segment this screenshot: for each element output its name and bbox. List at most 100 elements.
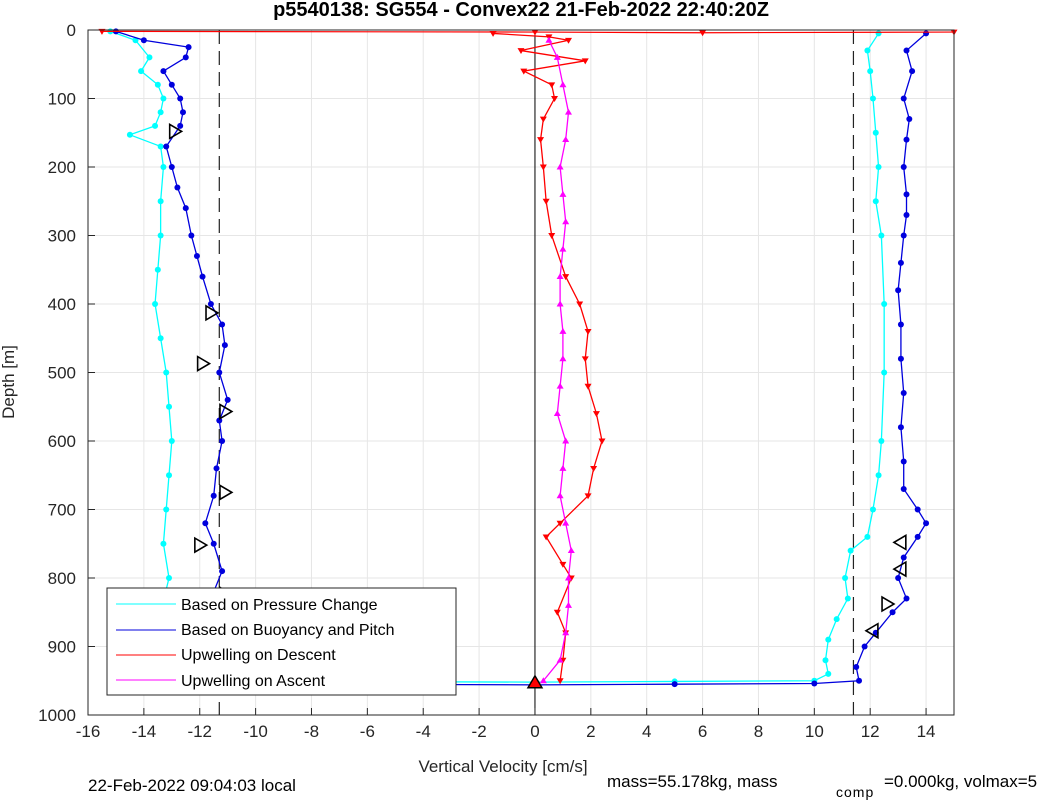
y-axis-label: Depth [m] (0, 345, 18, 419)
data-point (160, 540, 167, 547)
apogee-marker (892, 533, 907, 551)
x-tick-label: 4 (642, 722, 651, 741)
data-point (909, 68, 916, 75)
data-point (168, 438, 175, 444)
data-point (889, 609, 896, 616)
data-point (584, 383, 592, 390)
data-point (861, 643, 868, 650)
data-point (923, 30, 930, 37)
data-point (559, 245, 567, 252)
data-point (152, 122, 159, 129)
series-line (493, 32, 603, 681)
data-point (867, 68, 874, 75)
data-point (900, 485, 907, 492)
data-point (559, 190, 567, 197)
data-point (221, 342, 228, 349)
data-point (177, 122, 184, 129)
data-point (562, 519, 570, 526)
data-point (517, 48, 525, 55)
data-point (869, 506, 876, 513)
data-point (562, 437, 570, 444)
apogee-marker (864, 622, 879, 640)
data-point (152, 301, 159, 307)
surface-marker (699, 30, 707, 37)
data-point (213, 465, 220, 472)
legend-label-buoyancy: Based on Buoyancy and Pitch (181, 622, 394, 639)
legend-label-ascent: Upwelling on Ascent (181, 673, 326, 690)
data-point (881, 301, 888, 307)
data-point (581, 58, 589, 65)
apogee-marker (892, 560, 907, 578)
data-point (160, 68, 167, 75)
data-point (900, 458, 907, 465)
data-point (556, 300, 564, 307)
data-point (168, 81, 175, 88)
data-point (556, 273, 564, 280)
data-point (219, 568, 226, 575)
data-point (900, 554, 907, 561)
x-tick-label: -16 (76, 722, 101, 741)
footer-volmax-text: =0.000kg, volmax=5 (884, 772, 1037, 791)
data-point (157, 109, 164, 116)
data-point (182, 54, 189, 61)
data-point (576, 301, 584, 308)
surface-line (101, 30, 955, 34)
data-point (895, 575, 902, 581)
x-tick-label: -14 (132, 722, 157, 741)
data-point (163, 143, 170, 150)
x-tick-label: 8 (754, 722, 763, 741)
data-point (154, 81, 161, 88)
data-point (166, 472, 173, 479)
data-point (562, 274, 570, 281)
data-point (900, 95, 907, 102)
data-point (856, 677, 863, 684)
data-point (584, 493, 592, 500)
data-point (146, 54, 153, 61)
legend-label-descent: Upwelling on Descent (181, 647, 336, 664)
data-point (157, 198, 164, 205)
data-point (177, 95, 184, 102)
data-point (168, 164, 175, 170)
data-point (875, 164, 882, 170)
data-point (869, 95, 876, 102)
x-tick-label: 0 (530, 722, 539, 741)
data-point (900, 164, 907, 170)
data-point (210, 540, 217, 547)
data-point (567, 547, 575, 554)
chart-title: p5540138: SG554 - Convex22 21-Feb-2022 2… (273, 0, 769, 21)
data-point (564, 574, 572, 581)
data-point (160, 164, 167, 170)
data-point (154, 266, 161, 273)
data-point (853, 664, 860, 671)
data-point (174, 184, 181, 191)
data-point (520, 68, 528, 75)
data-point (160, 95, 167, 102)
y-tick-label: 200 (48, 158, 76, 177)
data-point (822, 657, 829, 664)
data-point (559, 355, 567, 362)
data-point (556, 656, 564, 663)
series-2 (489, 30, 606, 685)
data-point (157, 232, 164, 239)
data-point (864, 47, 871, 54)
data-point (166, 575, 173, 581)
y-tick-label: 500 (48, 364, 76, 383)
data-point (157, 143, 164, 150)
data-point (207, 301, 214, 307)
data-point (219, 438, 226, 444)
data-point (562, 218, 570, 225)
data-point (872, 198, 879, 205)
data-point (138, 68, 145, 75)
legend-label-pressure: Based on Pressure Change (181, 597, 378, 614)
x-tick-label: -6 (360, 722, 375, 741)
axis-ticks: -16 -14 -12 -10 -8 -6 -4 -2 0 2 4 6 8 10 12 14 0 100 200 30… (38, 21, 935, 741)
data-point (537, 137, 545, 144)
data-point (897, 424, 904, 431)
data-point (844, 595, 851, 602)
data-point (185, 44, 192, 51)
data-point (842, 575, 849, 581)
y-tick-label: 700 (48, 501, 76, 520)
data-point (556, 520, 564, 527)
x-tick-label: -8 (304, 722, 319, 741)
data-point (556, 678, 564, 685)
